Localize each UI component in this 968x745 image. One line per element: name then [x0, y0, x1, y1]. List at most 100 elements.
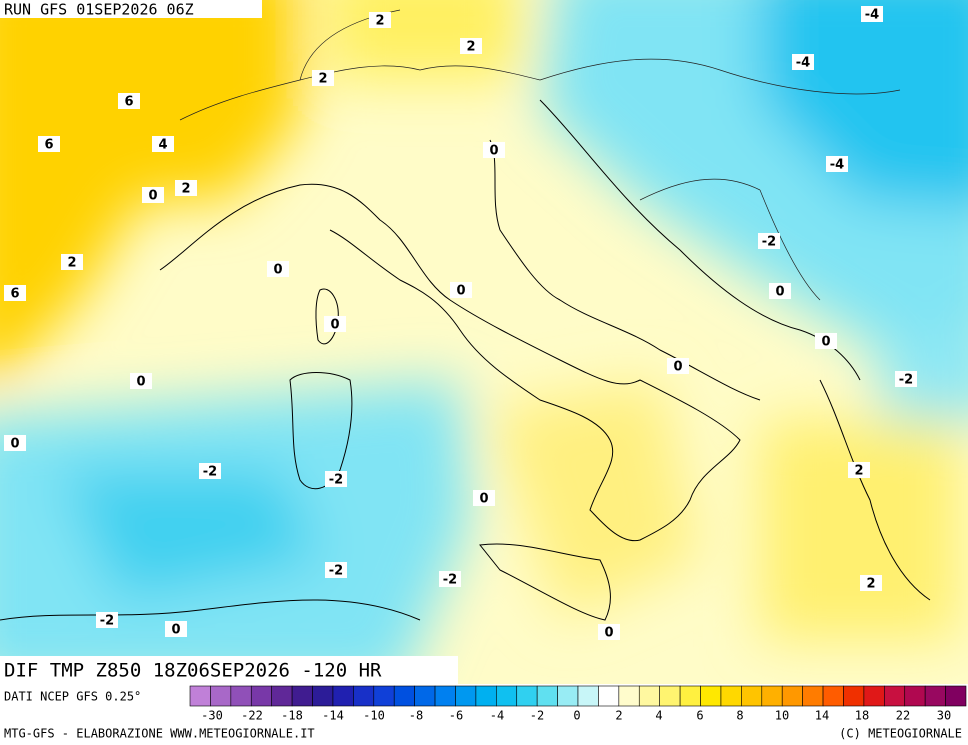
contour-label-bg [667, 358, 689, 374]
colorbar-swatch [189, 685, 211, 707]
colorbar-label: -18 [281, 709, 303, 723]
colorbar-swatch [761, 685, 783, 707]
contour-label-bg [4, 285, 26, 301]
colorbar-label: -8 [409, 709, 423, 723]
contour-label-bg [769, 283, 791, 299]
contour-label: 0 [10, 437, 19, 452]
contour-label: 2 [67, 256, 76, 271]
contour-label-bg [96, 612, 118, 628]
colorbar-swatch [373, 685, 395, 707]
contour-label: -2 [443, 573, 457, 588]
contour-label-bg [4, 435, 26, 451]
colorbar-label: -30 [201, 709, 223, 723]
contour-label-bg [895, 371, 917, 387]
contour-label-bg [61, 254, 83, 270]
colorbar-label: 0 [573, 709, 580, 723]
contour-label-bg [267, 261, 289, 277]
title-box [0, 656, 458, 684]
colorbar-label: -14 [322, 709, 344, 723]
contour-label: 0 [171, 623, 180, 638]
contour-label: 6 [124, 95, 133, 110]
contour-label-bg [826, 156, 848, 172]
colorbar-swatch [536, 685, 558, 707]
contour-label-bg [860, 575, 882, 591]
contour-label: -4 [796, 56, 810, 71]
contour-label: 0 [456, 284, 465, 299]
contour-label-bg [369, 12, 391, 28]
colorbar-swatch [557, 685, 579, 707]
colorbar-label: 4 [655, 709, 662, 723]
contour-label: 4 [158, 138, 167, 153]
colorbar-swatch [271, 685, 293, 707]
contour-label: -2 [329, 564, 343, 579]
colorbar-swatch [863, 685, 885, 707]
colorbar-swatch [781, 685, 803, 707]
contour-label: 0 [136, 375, 145, 390]
colorbar-swatch [516, 685, 538, 707]
colorbar-swatch [230, 685, 252, 707]
contour-label-bg [130, 373, 152, 389]
colorbar-label: -6 [449, 709, 463, 723]
colorbar-label: -4 [490, 709, 504, 723]
contour-label-bg [118, 93, 140, 109]
contour-label: -2 [329, 473, 343, 488]
colorbar-swatch [577, 685, 599, 707]
contour-label: 2 [866, 577, 875, 592]
contour-label: -2 [100, 614, 114, 629]
contour-label-bg [175, 180, 197, 196]
colorbar-swatch [741, 685, 763, 707]
colorbar-swatch [353, 685, 375, 707]
colorbar-swatch [434, 685, 456, 707]
contour-label-bg [815, 333, 837, 349]
colorbar: -30 -22 -18 -14 -10 -8 -6 -4 -2 0 2 4 6 8 10 14 18 22 30 [189, 685, 967, 723]
contour-label-bg [325, 471, 347, 487]
contour-label: 0 [821, 335, 830, 350]
colorbar-label: 2 [615, 709, 622, 723]
contour-label: 0 [489, 144, 498, 159]
colorbar-swatch [393, 685, 415, 707]
contour-label-bg [483, 142, 505, 158]
contour-label: 0 [479, 492, 488, 507]
contour-label: 0 [604, 626, 613, 641]
colorbar-swatch [455, 685, 477, 707]
colorbar-swatch [924, 685, 946, 707]
contour-label-bg [758, 233, 780, 249]
contour-label: 6 [44, 138, 53, 153]
contour-label: 2 [181, 182, 190, 197]
contour-label-bg [199, 463, 221, 479]
colorbar-swatch [312, 685, 334, 707]
colorbar-swatch [638, 685, 660, 707]
contour-label-bg [460, 38, 482, 54]
contour-label-bg [473, 490, 495, 506]
contour-label: -4 [830, 158, 844, 173]
colorbar-swatch [945, 685, 967, 707]
colorbar-label: 8 [736, 709, 743, 723]
colorbar-swatch [904, 685, 926, 707]
colorbar-label: -22 [241, 709, 263, 723]
map-title: DIF TMP Z850 18Z06SEP2026 -120 HR [4, 660, 382, 682]
contour-label: 0 [330, 318, 339, 333]
contour-label-bg [439, 571, 461, 587]
colorbar-swatch [414, 685, 436, 707]
colorbar-label: 18 [855, 709, 869, 723]
colorbar-swatch [210, 685, 232, 707]
colorbar-swatch [618, 685, 640, 707]
map-field [0, 0, 968, 690]
contour-label-bg [38, 136, 60, 152]
contour-label-bg [450, 282, 472, 298]
contour-label-bg [848, 462, 870, 478]
contour-label-bg [861, 6, 883, 22]
contour-label: -2 [203, 465, 217, 480]
contour-label: 0 [273, 263, 282, 278]
contour-label: -2 [762, 235, 776, 250]
contour-label: 0 [775, 285, 784, 300]
contour-label: -4 [865, 8, 879, 23]
colorbar-swatch [291, 685, 313, 707]
colorbar-swatch [659, 685, 681, 707]
copyright: (C) METEOGIORNALE [839, 727, 962, 741]
contour-label-bg [165, 621, 187, 637]
header-box [0, 0, 262, 18]
contour-label-bg [792, 54, 814, 70]
contour-labels: 2 -4 2 -4 2 6 6 4 0 -4 0 2 -2 2 0 0 6 0 0 0 0 -2 0 0 2 -2 -2 0 -2 -2 2… [4, 6, 917, 641]
